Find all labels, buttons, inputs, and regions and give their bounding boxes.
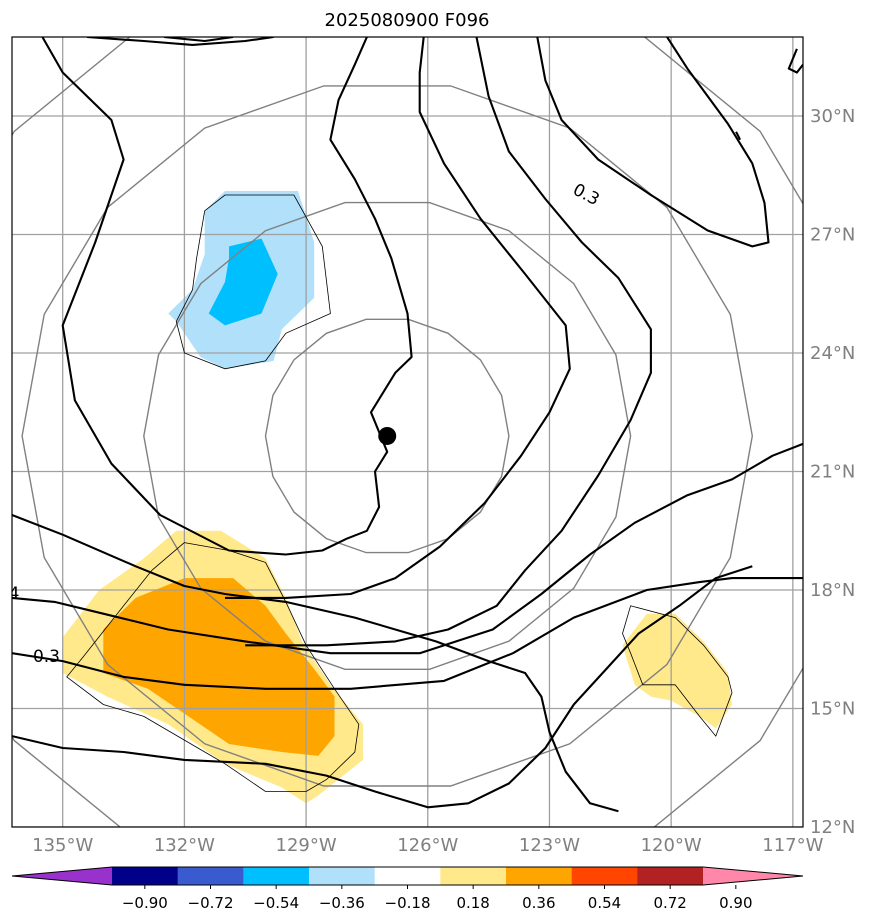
contour-d: [12, 577, 803, 690]
lon-tick-label: 123°W: [519, 835, 580, 856]
colorbar-segment: [309, 867, 376, 885]
lat-tick-label: 27°N: [810, 225, 855, 246]
ring-4: [12, 37, 803, 827]
colorbar-tick-label: −0.36: [319, 894, 365, 912]
contour-a: [41, 37, 413, 556]
colorbar-segment: [374, 867, 441, 885]
contour-e: [12, 565, 753, 809]
lat-tick-label: 18°N: [810, 580, 855, 601]
contour-f: [86, 37, 274, 46]
colorbar-extend-low: [12, 867, 112, 885]
colorbar-tick-label: −0.90: [122, 894, 168, 912]
contour-label-1: 0.3: [569, 180, 602, 210]
contour-i: [245, 37, 652, 647]
lat-tick-label: 30°N: [810, 106, 855, 127]
chart-title: 2025080900 F096: [325, 10, 490, 31]
thin-outlines: [66, 194, 733, 792]
colorbar-tick-label: 0.36: [522, 894, 555, 912]
shaded-region-2: [208, 238, 278, 326]
longitude-tick-labels: 135°W 132°W 129°W 126°W 123°W 120°W 117°W: [32, 835, 824, 856]
gridlines: [12, 37, 803, 827]
lon-tick-label: 129°W: [276, 835, 337, 856]
lat-tick-label: 24°N: [810, 343, 855, 364]
colorbar-outline: [11, 866, 804, 886]
contour-j: [536, 37, 770, 248]
colorbar-segment: [112, 867, 179, 885]
map-area: 0.3 0.3 4: [9, 37, 803, 827]
lat-tick-label: 12°N: [810, 817, 855, 838]
lat-tick-label: 15°N: [810, 699, 855, 720]
storm-center-marker: [378, 426, 397, 445]
colorbar-segment: [243, 867, 310, 885]
shaded-anomaly-layer: [62, 191, 732, 804]
colorbar-tick-label: 0.90: [719, 894, 752, 912]
colorbar-segment: [637, 867, 704, 885]
colorbar-tick-label: 0.54: [588, 894, 621, 912]
contour-h: [225, 37, 571, 599]
outline-yellow-1: [66, 542, 360, 792]
colorbar-extend-high: [703, 867, 803, 885]
lon-tick-label: 120°W: [641, 835, 702, 856]
outline-blue: [175, 194, 331, 370]
lon-tick-label: 135°W: [32, 835, 93, 856]
storm-center-layer: [378, 426, 397, 445]
shaded-region-4: [103, 578, 335, 756]
colorbar-tick-label: −0.54: [253, 894, 299, 912]
colorbar-segment: [571, 867, 638, 885]
lon-tick-label: 117°W: [762, 835, 823, 856]
lat-tick-label: 21°N: [810, 462, 855, 483]
colorbar-tick-label: −0.18: [385, 894, 431, 912]
colorbar: −0.90 −0.72 −0.54 −0.36 −0.18 0.18 0.36 0.54 0.7…: [11, 866, 804, 912]
contour-c: [12, 442, 803, 655]
colorbar-tick-label: −0.72: [188, 894, 234, 912]
colorbar-segment: [177, 867, 244, 885]
contour-k: [787, 48, 803, 74]
lon-tick-label: 126°W: [397, 835, 458, 856]
colorbar-segment: [440, 867, 507, 885]
latitude-tick-labels: 12°N 15°N 18°N 21°N 24°N 27°N 30°N: [810, 106, 855, 838]
shaded-region-5: [622, 613, 732, 729]
contour-g: [163, 37, 234, 43]
ring-2: [143, 201, 632, 670]
contour-label-2: 0.3: [33, 647, 60, 667]
contour-l: [735, 131, 742, 141]
lon-tick-label: 132°W: [154, 835, 215, 856]
contour-b: [12, 514, 619, 813]
contour-lines: [12, 37, 803, 813]
outline-yellow-2: [622, 605, 733, 737]
distance-rings: [12, 37, 803, 827]
colorbar-tick-label: 0.18: [456, 894, 489, 912]
colorbar-tick-label: 0.72: [653, 894, 686, 912]
colorbar-segment: [506, 867, 573, 885]
map-frame: [11, 36, 804, 828]
contour-label-3: 4: [9, 584, 20, 604]
